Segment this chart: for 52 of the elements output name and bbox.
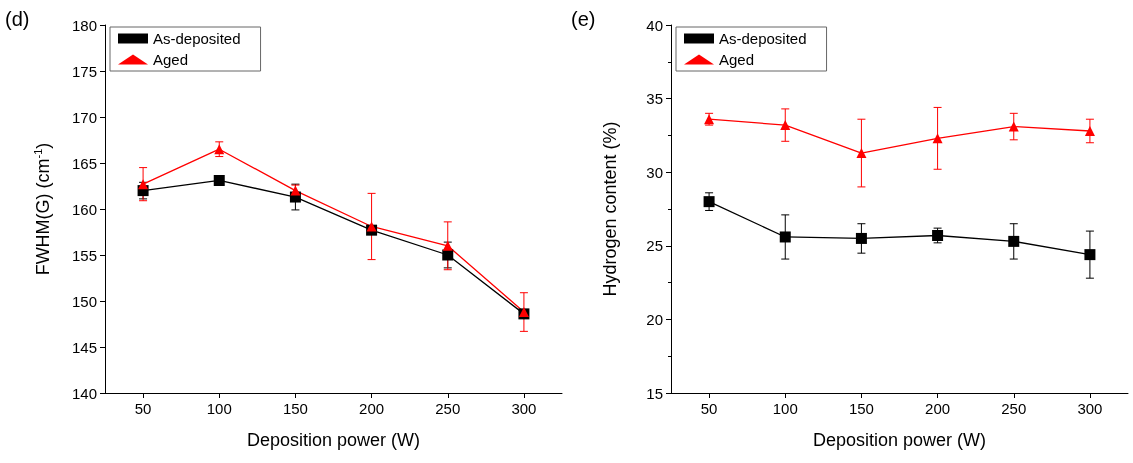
point: [932, 133, 943, 144]
x-tick-label: 50: [700, 400, 718, 417]
x-tick-label: 250: [1001, 400, 1027, 417]
point: [442, 249, 454, 261]
point: [779, 231, 791, 243]
point: [856, 148, 867, 159]
y-tick-label: 20: [646, 310, 663, 328]
point: [1008, 235, 1020, 247]
chart-title: (e): [571, 8, 596, 30]
y-tick-label: 180: [71, 16, 97, 34]
x-tick-label: 150: [282, 400, 308, 417]
x-tick-label: 250: [435, 400, 461, 417]
x-tick-label: 100: [772, 400, 798, 417]
legend-label: Aged: [719, 51, 755, 68]
y-tick-label: 15: [646, 384, 663, 402]
point: [213, 174, 225, 186]
y-tick-label: 170: [71, 108, 97, 126]
y-tick-label: 30: [646, 163, 663, 181]
legend-label: Aged: [153, 51, 189, 68]
point: [1084, 125, 1095, 136]
x-axis-title: Deposition power (W): [246, 430, 421, 450]
x-tick-label: 200: [359, 400, 385, 417]
x-axis-title: Deposition power (W): [812, 430, 987, 450]
y-axis-title: Hydrogen content (%): [600, 121, 620, 297]
y-axis-title: FWHM(G) (cm-1): [31, 142, 53, 276]
x-tick-label: 100: [206, 400, 232, 417]
y-tick-label: 175: [71, 62, 97, 80]
y-tick-label: 40: [646, 16, 663, 34]
x-tick-label: 200: [925, 400, 951, 417]
y-tick-label: 25: [646, 237, 663, 255]
point: [1008, 121, 1019, 132]
point: [138, 179, 149, 190]
y-tick-label: 150: [71, 292, 97, 310]
point: [855, 232, 867, 244]
y-tick-label: 155: [71, 246, 97, 264]
point: [442, 240, 453, 251]
point: [703, 196, 715, 208]
y-tick-label: 140: [71, 384, 97, 402]
y-tick-label: 160: [71, 200, 97, 218]
y-tick-label: 165: [71, 154, 97, 172]
point: [1084, 249, 1096, 261]
legend-label: As-deposited: [719, 30, 807, 47]
y-tick-label: 145: [71, 338, 97, 356]
chart-title: (d): [5, 8, 30, 30]
x-tick-label: 300: [1077, 400, 1103, 417]
x-tick-label: 150: [848, 400, 874, 417]
x-tick-label: 50: [134, 400, 152, 417]
point: [780, 120, 791, 131]
x-tick-label: 300: [511, 400, 537, 417]
legend-label: As-deposited: [153, 30, 241, 47]
y-tick-label: 35: [646, 90, 663, 108]
point: [366, 221, 377, 232]
